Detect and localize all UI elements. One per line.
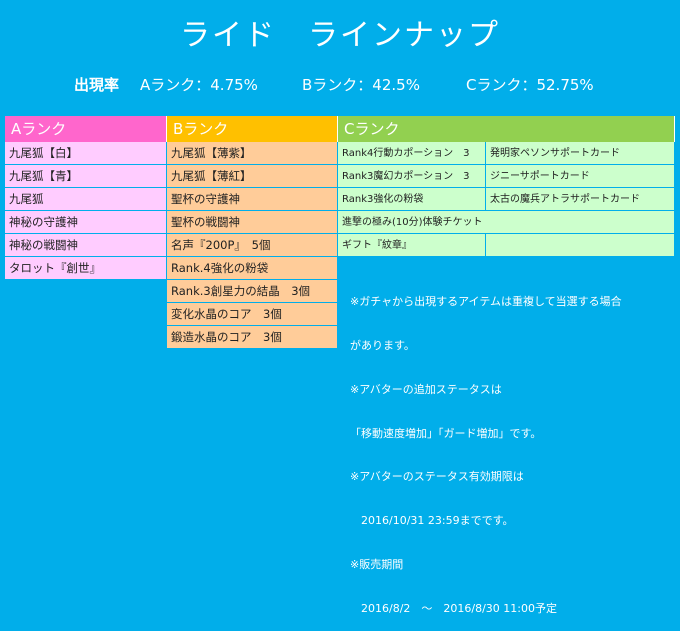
- list-item: 九尾狐【白】: [5, 142, 167, 165]
- note-line: ※ガチャから出現するアイテムは重複して当選する場合: [350, 295, 622, 309]
- list-item: タロット『創世』: [5, 257, 167, 280]
- list-item: 進撃の極み(10分)体験チケット: [338, 211, 675, 234]
- list-item: Rank.4強化の粉袋: [167, 257, 338, 280]
- list-item: 聖杯の守護神: [167, 188, 338, 211]
- rate-label: 出現率: [74, 76, 120, 94]
- note-line: ※アバターの追加ステータスは: [350, 382, 502, 396]
- table-row: Rank4行動カポーション 3 発明家ペソンサポートカード: [338, 142, 675, 165]
- rank-b-column: Bランク 九尾狐【薄紫】 九尾狐【薄紅】 聖杯の守護神 聖杯の戦闘神 名声『20…: [167, 116, 338, 349]
- table-row: Rank3強化の粉袋 太古の魔兵アトラサポートカード: [338, 188, 675, 211]
- note-line: 「移動速度増加」「ガード増加」です。: [350, 426, 542, 440]
- list-item: 九尾狐【青】: [5, 165, 167, 188]
- list-item: 神秘の戦闘神: [5, 234, 167, 257]
- list-item: ギフト『紋章』: [338, 234, 486, 257]
- rank-c-column: Cランク Rank4行動カポーション 3 発明家ペソンサポートカード Rank3…: [338, 116, 675, 257]
- list-item: 太古の魔兵アトラサポートカード: [486, 188, 675, 211]
- note-line: 2016/8/2 ～ 2016/8/30 11:00予定: [350, 601, 558, 615]
- rank-c-header: Cランク: [338, 116, 675, 142]
- list-item: 変化水晶のコア 3個: [167, 303, 338, 326]
- list-item: 聖杯の戦闘神: [167, 211, 338, 234]
- list-item: 九尾狐: [5, 188, 167, 211]
- note-line: ※販売期間: [350, 557, 404, 571]
- list-item: 九尾狐【薄紅】: [167, 165, 338, 188]
- note-line: ※アバターのステータス有効期限は: [350, 470, 524, 484]
- appearance-rates: 出現率 Aランク：4.75% Bランク：42.5% Cランク：52.75%: [0, 73, 680, 97]
- list-item: 九尾狐【薄紫】: [167, 142, 338, 165]
- list-item: 鍛造水晶のコア 3個: [167, 326, 338, 349]
- list-item: 発明家ペソンサポートカード: [486, 142, 675, 165]
- rate-a: Aランク：4.75%: [140, 76, 258, 94]
- rank-b-header: Bランク: [167, 116, 338, 142]
- page-title: ライド ラインナップ: [180, 18, 500, 53]
- rank-a-column: Aランク 九尾狐【白】 九尾狐【青】 九尾狐 神秘の守護神 神秘の戦闘神 タロッ…: [5, 116, 167, 280]
- list-item: Rank3魔幻カポーション 3: [338, 165, 486, 188]
- list-item: Rank.3創星力の結晶 3個: [167, 280, 338, 303]
- rank-a-header: Aランク: [5, 116, 167, 142]
- list-item: [486, 234, 675, 257]
- list-item: Rank3強化の粉袋: [338, 188, 486, 211]
- rate-c: Cランク：52.75%: [466, 76, 594, 94]
- list-item: Rank4行動カポーション 3: [338, 142, 486, 165]
- table-row: Rank3魔幻カポーション 3 ジニーサポートカード: [338, 165, 675, 188]
- table-row: ギフト『紋章』: [338, 234, 675, 257]
- notes-block: ※ガチャから出現するアイテムは重複して当選する場合 があります。 ※アバターの追…: [350, 266, 675, 631]
- rate-b: Bランク：42.5%: [302, 76, 420, 94]
- list-item: 神秘の守護神: [5, 211, 167, 234]
- note-line: があります。: [350, 338, 415, 352]
- note-line: 2016/10/31 23:59までです。: [350, 514, 514, 528]
- table-row: 進撃の極み(10分)体験チケット: [338, 211, 675, 234]
- list-item: 名声『200P』 5個: [167, 234, 338, 257]
- list-item: ジニーサポートカード: [486, 165, 675, 188]
